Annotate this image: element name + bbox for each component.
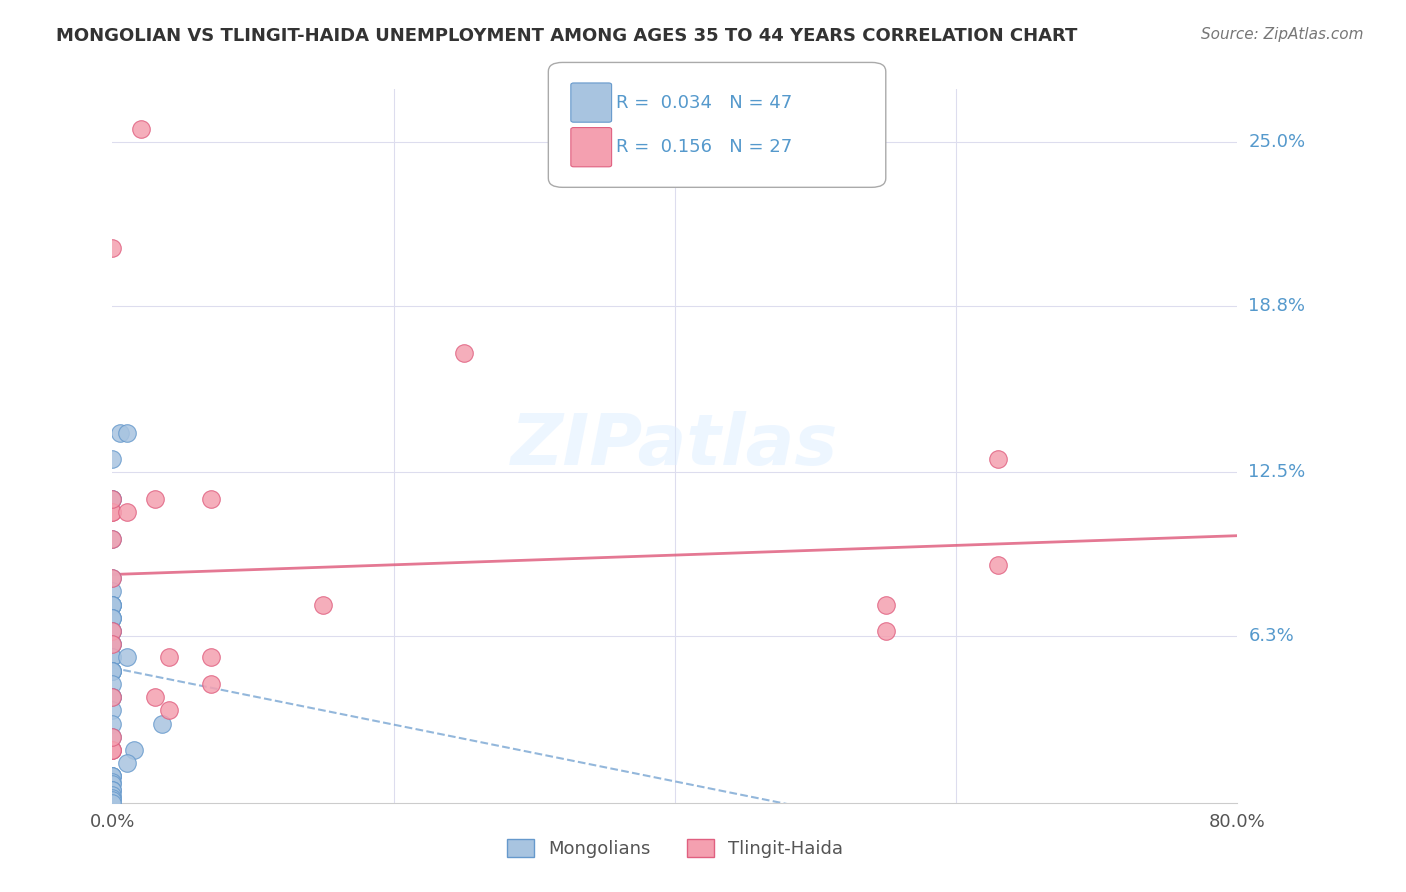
Mongolians xyxy=(115,425,138,440)
Mongolians xyxy=(101,571,124,585)
Tlingit-Haida xyxy=(200,491,222,506)
Mongolians xyxy=(101,690,124,704)
Mongolians xyxy=(101,650,124,665)
Mongolians xyxy=(101,690,124,704)
Mongolians xyxy=(101,611,124,625)
Mongolians xyxy=(108,425,131,440)
Mongolians xyxy=(101,769,124,783)
Mongolians xyxy=(101,730,124,744)
Tlingit-Haida xyxy=(200,677,222,691)
Mongolians xyxy=(101,664,124,678)
Mongolians xyxy=(101,598,124,612)
Tlingit-Haida xyxy=(453,346,475,360)
Mongolians xyxy=(101,793,124,807)
Mongolians xyxy=(101,769,124,783)
Text: R =  0.156   N = 27: R = 0.156 N = 27 xyxy=(616,138,792,156)
Text: Source: ZipAtlas.com: Source: ZipAtlas.com xyxy=(1201,27,1364,42)
Mongolians xyxy=(101,598,124,612)
Mongolians xyxy=(101,790,124,805)
Mongolians xyxy=(101,650,124,665)
Mongolians xyxy=(115,756,138,771)
Mongolians xyxy=(101,584,124,599)
Mongolians xyxy=(101,677,124,691)
Tlingit-Haida xyxy=(101,624,124,638)
Mongolians xyxy=(101,769,124,783)
Tlingit-Haida xyxy=(101,637,124,651)
Tlingit-Haida xyxy=(987,558,1010,572)
Tlingit-Haida xyxy=(312,598,335,612)
Mongolians xyxy=(115,650,138,665)
Text: MONGOLIAN VS TLINGIT-HAIDA UNEMPLOYMENT AMONG AGES 35 TO 44 YEARS CORRELATION CH: MONGOLIAN VS TLINGIT-HAIDA UNEMPLOYMENT … xyxy=(56,27,1077,45)
Mongolians xyxy=(101,532,124,546)
Text: 6.3%: 6.3% xyxy=(1249,627,1294,645)
Tlingit-Haida xyxy=(115,505,138,519)
Tlingit-Haida xyxy=(157,650,180,665)
Tlingit-Haida xyxy=(101,241,124,255)
Tlingit-Haida xyxy=(101,690,124,704)
Mongolians xyxy=(101,777,124,791)
Tlingit-Haida xyxy=(101,743,124,757)
Mongolians xyxy=(101,716,124,731)
Mongolians xyxy=(101,491,124,506)
Tlingit-Haida xyxy=(101,571,124,585)
Tlingit-Haida xyxy=(101,491,124,506)
Tlingit-Haida xyxy=(143,491,166,506)
Mongolians xyxy=(101,664,124,678)
Tlingit-Haida xyxy=(875,624,897,638)
Mongolians xyxy=(101,664,124,678)
Tlingit-Haida xyxy=(101,743,124,757)
Mongolians xyxy=(101,611,124,625)
Mongolians xyxy=(101,452,124,467)
Mongolians xyxy=(101,782,124,797)
Tlingit-Haida xyxy=(101,532,124,546)
Mongolians xyxy=(101,598,124,612)
Mongolians xyxy=(101,774,124,789)
Tlingit-Haida xyxy=(143,690,166,704)
Mongolians xyxy=(101,624,124,638)
Mongolians xyxy=(101,664,124,678)
Mongolians xyxy=(101,637,124,651)
Tlingit-Haida xyxy=(129,121,152,136)
Text: 18.8%: 18.8% xyxy=(1249,297,1305,315)
Mongolians xyxy=(101,788,124,802)
Tlingit-Haida xyxy=(157,703,180,717)
Mongolians xyxy=(101,491,124,506)
Mongolians xyxy=(101,796,124,810)
Mongolians xyxy=(101,703,124,717)
Tlingit-Haida xyxy=(200,650,222,665)
Mongolians xyxy=(101,637,124,651)
Text: ZIPatlas: ZIPatlas xyxy=(512,411,838,481)
Tlingit-Haida xyxy=(101,505,124,519)
Legend: Mongolians, Tlingit-Haida: Mongolians, Tlingit-Haida xyxy=(499,831,851,865)
Tlingit-Haida xyxy=(875,598,897,612)
Tlingit-Haida xyxy=(101,730,124,744)
Text: R =  0.034   N = 47: R = 0.034 N = 47 xyxy=(616,94,792,112)
Text: 12.5%: 12.5% xyxy=(1249,464,1306,482)
Mongolians xyxy=(101,743,124,757)
Tlingit-Haida xyxy=(101,505,124,519)
Mongolians xyxy=(101,598,124,612)
Tlingit-Haida xyxy=(987,452,1010,467)
Text: 25.0%: 25.0% xyxy=(1249,133,1306,151)
Mongolians xyxy=(150,716,173,731)
Mongolians xyxy=(101,782,124,797)
Mongolians xyxy=(101,624,124,638)
Mongolians xyxy=(122,743,145,757)
Mongolians xyxy=(101,611,124,625)
